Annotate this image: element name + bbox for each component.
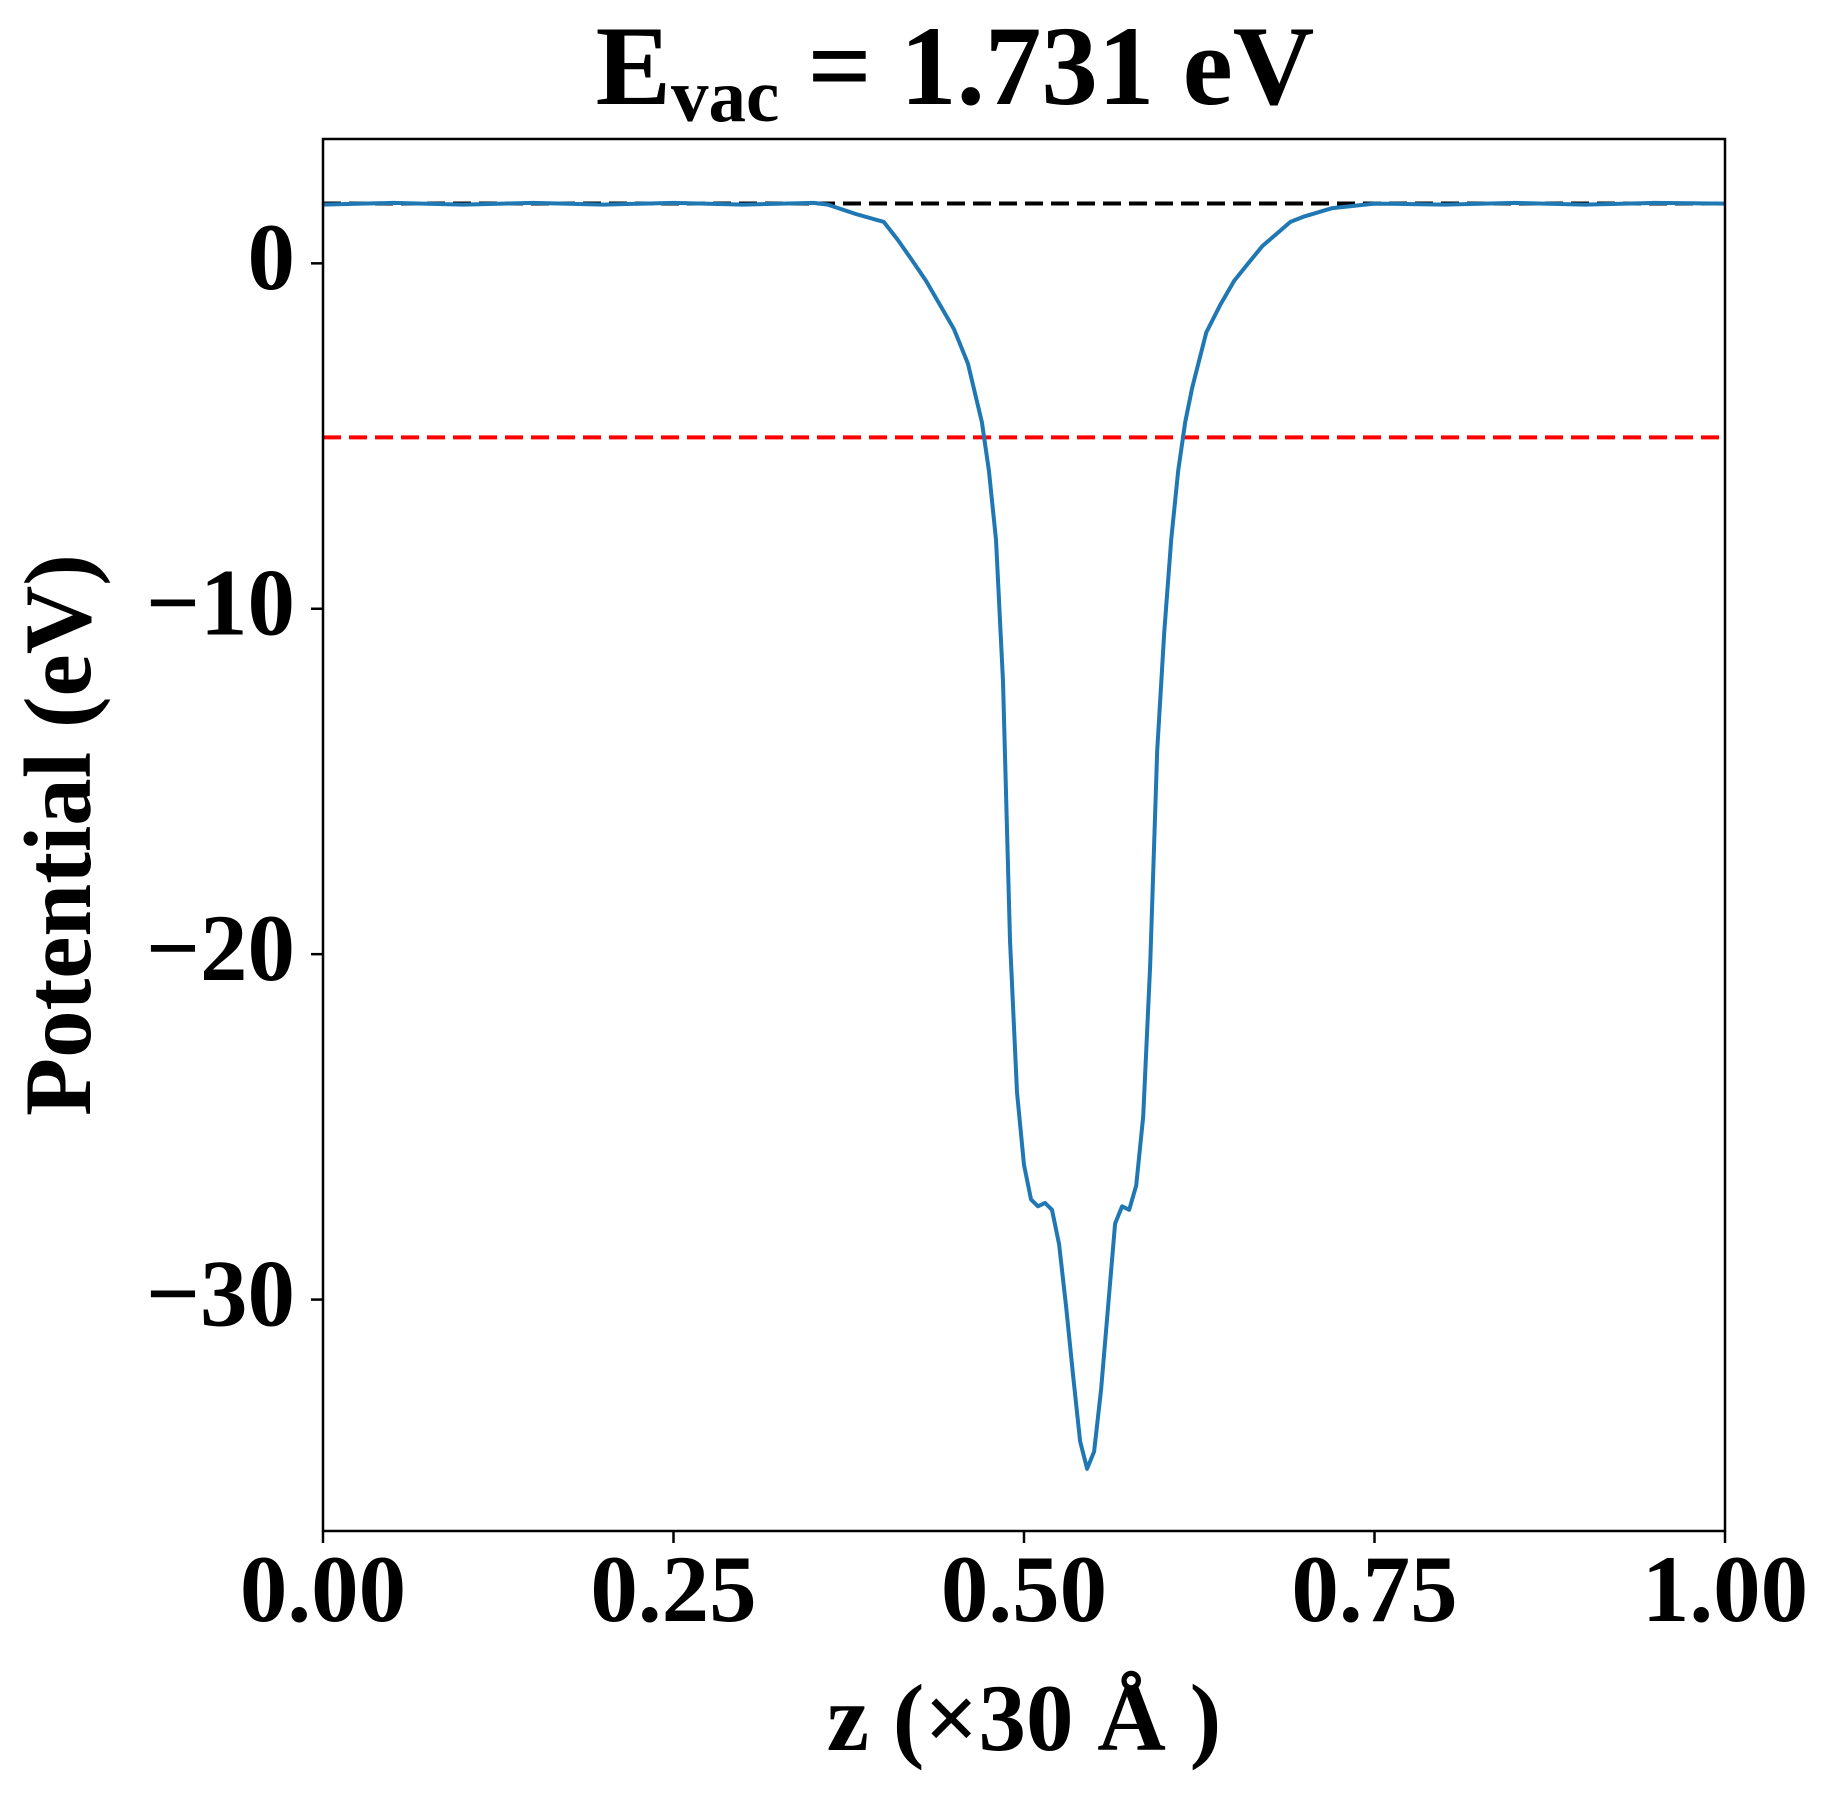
data-line: [322, 200, 1726, 1471]
title-rest: = 1.731 eV: [779, 4, 1314, 129]
title-sub: vac: [671, 55, 779, 138]
x-tick-label: 0.25: [590, 1536, 756, 1642]
y-tick-label: −20: [146, 895, 295, 1001]
y-tick-label: −10: [146, 550, 295, 656]
chart-title: Evac = 1.731 eV: [596, 4, 1315, 138]
y-axis-label: Potential (eV): [5, 554, 111, 1116]
y-tick-label: −30: [146, 1240, 295, 1346]
plot-frame: [321, 137, 1727, 1533]
y-tick-label: 0: [248, 204, 296, 310]
x-tick-label: 1.00: [1642, 1536, 1808, 1642]
title-main: E: [596, 4, 671, 129]
x-tick-label: 0.50: [941, 1536, 1107, 1642]
x-tick-label: 0.00: [240, 1536, 406, 1642]
x-tick-label: 0.75: [1291, 1536, 1457, 1642]
x-axis-label: z (×30 Å ): [827, 1665, 1221, 1771]
